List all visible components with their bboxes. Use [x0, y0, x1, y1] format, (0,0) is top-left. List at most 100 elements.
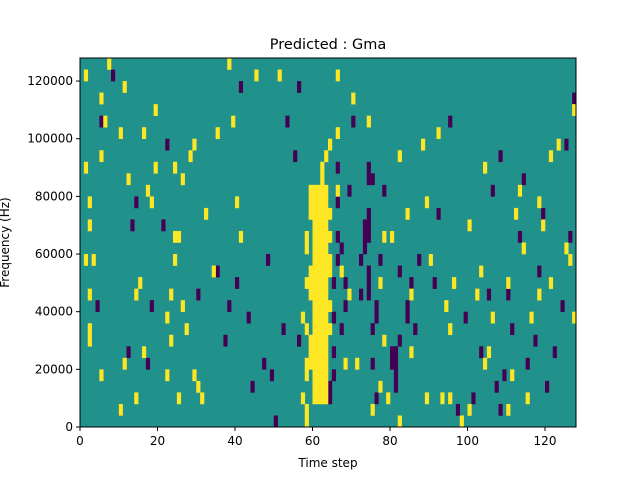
heatmap-cell-high — [87, 334, 92, 347]
heatmap-cell-low — [362, 242, 368, 255]
heatmap-cell-low — [370, 357, 375, 370]
heatmap-cell-low — [405, 300, 410, 312]
heatmap-cell-high — [107, 58, 112, 70]
heatmap-cell-high — [134, 288, 139, 301]
heatmap-cell-high — [316, 277, 321, 289]
heatmap-cell-high — [541, 219, 546, 232]
heatmap-cell-high — [320, 300, 325, 312]
heatmap-cell-high — [188, 150, 193, 163]
heatmap-cell-high — [328, 254, 333, 266]
heatmap-cell-low — [347, 184, 352, 197]
heatmap-cell-high — [320, 277, 325, 289]
heatmap-cell-low — [479, 346, 484, 359]
heatmap-cell-high — [529, 311, 534, 324]
x-axis-label: Time step — [297, 456, 357, 470]
heatmap-cell-high — [312, 207, 317, 220]
heatmap-cell-low — [196, 288, 201, 301]
heatmap-cell-high — [316, 311, 321, 324]
heatmap-cell-low — [343, 300, 348, 312]
heatmap-cell-high — [211, 265, 216, 278]
heatmap-cell-high — [316, 196, 321, 209]
heatmap-cell-low — [134, 196, 139, 209]
heatmap-cell-low — [366, 277, 371, 289]
heatmap-cell-low — [335, 230, 340, 243]
heatmap-cell-low — [393, 346, 399, 359]
heatmap-cell-high — [316, 392, 321, 405]
heatmap-cell-high — [328, 230, 333, 243]
heatmap-cell-low — [328, 380, 333, 393]
heatmap-cell-high — [475, 288, 480, 301]
heatmap-cell-high — [548, 150, 554, 163]
heatmap-cell-high — [169, 288, 174, 301]
heatmap-cell-high — [304, 357, 309, 370]
heatmap-cell-high — [405, 207, 410, 220]
heatmap-cell-high — [324, 357, 329, 370]
heatmap-cell-high — [390, 230, 395, 243]
y-tick-label: 0 — [65, 420, 73, 434]
heatmap-cell-high — [324, 346, 329, 359]
heatmap-cell-high — [397, 150, 402, 163]
heatmap-cell-low — [448, 115, 453, 128]
heatmap-cell-high — [173, 230, 178, 243]
heatmap-cell-low — [351, 115, 356, 128]
heatmap-cell-high — [200, 392, 205, 405]
heatmap-cell-high — [312, 288, 317, 301]
heatmap-cell-high — [572, 311, 577, 324]
heatmap-cell-low — [266, 254, 271, 266]
heatmap-cell-low — [238, 81, 244, 93]
heatmap-cell-high — [308, 277, 313, 289]
heatmap-cell-low — [285, 115, 290, 128]
heatmap-cell-high — [308, 265, 313, 278]
x-tick-label: 40 — [227, 434, 242, 448]
heatmap-cell-high — [277, 69, 282, 82]
heatmap-cell-low — [149, 300, 154, 312]
heatmap-cell-low — [215, 265, 220, 278]
heatmap-cell-low — [366, 173, 371, 186]
heatmap-cell-high — [510, 369, 515, 382]
heatmap-cell-high — [316, 346, 321, 359]
heatmap-cell-high — [312, 369, 317, 382]
heatmap-cell-low — [130, 219, 135, 232]
heatmap-cell-low — [390, 357, 395, 370]
heatmap-cell-high — [312, 300, 317, 312]
heatmap-cell-high — [343, 357, 348, 370]
heatmap-cell-high — [320, 369, 325, 382]
heatmap-cell-low — [111, 69, 116, 82]
heatmap-cell-high — [320, 380, 325, 393]
heatmap-cell-high — [324, 265, 329, 278]
heatmap-cell-low — [521, 173, 526, 186]
heatmap-cell-low — [250, 380, 255, 393]
x-tick-label: 100 — [456, 434, 479, 448]
heatmap-cell-high — [320, 207, 325, 220]
heatmap-cell-low — [370, 173, 375, 186]
heatmap-cell-high — [479, 265, 484, 278]
heatmap-cell-high — [452, 277, 457, 289]
heatmap-cell-low — [390, 346, 395, 359]
heatmap-cell-high — [324, 288, 329, 301]
heatmap-cell-high — [173, 254, 178, 266]
heatmap-cell-low — [397, 265, 402, 278]
heatmap-cell-low — [370, 323, 375, 336]
heatmap-cell-high — [424, 392, 430, 405]
heatmap-cell-low — [378, 254, 383, 266]
heatmap-cell-high — [312, 311, 317, 324]
heatmap-cell-low — [393, 369, 399, 382]
heatmap-cell-high — [320, 254, 325, 266]
y-tick-label: 80000 — [35, 189, 73, 203]
heatmap-cell-high — [355, 357, 360, 370]
heatmap-cell-high — [324, 277, 329, 289]
heatmap-cell-low — [165, 138, 170, 151]
heatmap-cell-high — [347, 288, 352, 301]
y-tick-label: 120000 — [27, 74, 73, 88]
heatmap-cell-high — [196, 380, 201, 393]
x-tick-label: 60 — [305, 434, 320, 448]
heatmap-cell-high — [382, 334, 387, 347]
heatmap-cell-high — [514, 207, 519, 220]
heatmap-cell-high — [324, 150, 329, 163]
heatmap-cell-high — [316, 323, 321, 336]
heatmap-cell-high — [324, 196, 329, 209]
heatmap-cell-high — [316, 380, 321, 393]
heatmap-cell-low — [525, 357, 530, 370]
heatmap-cell-low — [498, 150, 503, 163]
heatmap-cell-low — [297, 334, 302, 347]
